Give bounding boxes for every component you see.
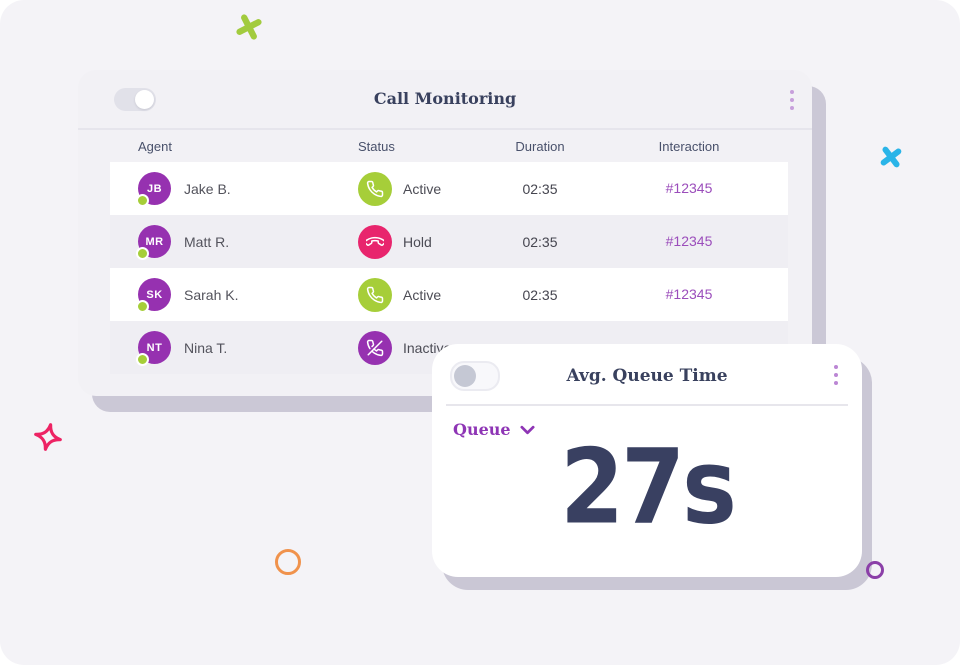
call-monitoring-title: Call Monitoring	[373, 89, 517, 108]
phone-hold-icon	[358, 224, 392, 259]
avatar-initials: SK	[146, 288, 163, 301]
avatar: JB	[136, 172, 171, 207]
status-label: Hold	[403, 233, 432, 250]
chevron-down-icon	[520, 425, 535, 434]
phone-inactive-icon	[358, 330, 392, 365]
queue-time-value: 27s	[560, 427, 737, 548]
interaction-link[interactable]: #12345	[665, 285, 713, 302]
avatar: SK	[136, 278, 171, 313]
interaction-link[interactable]: #12345	[665, 232, 713, 249]
duration-value: 02:35	[522, 286, 558, 303]
agent-name: Nina T.	[184, 339, 228, 356]
phone-active-icon	[358, 277, 392, 312]
interaction-link[interactable]: #12345	[665, 179, 713, 196]
queue-dropdown-label: Queue	[453, 420, 511, 439]
avatar-initials: NT	[146, 341, 163, 354]
kebab-menu-icon[interactable]	[790, 90, 794, 110]
kebab-menu-icon[interactable]	[834, 365, 838, 385]
call-monitoring-card: Call Monitoring Agent Status Duration In…	[78, 70, 812, 396]
call-monitoring-header: Call Monitoring	[78, 70, 812, 128]
toggle-knob	[135, 90, 154, 109]
column-header-duration: Duration	[515, 138, 565, 154]
column-header-status: Status	[358, 138, 395, 154]
green-x-icon	[236, 14, 262, 40]
agent-table: JB Jake B. Active 02:35 #12345 MR Matt R…	[110, 162, 788, 374]
avatar-initials: MR	[145, 235, 164, 248]
presence-dot	[136, 300, 149, 313]
status-label: Active	[403, 286, 442, 303]
orange-ring-icon	[275, 549, 301, 575]
queue-card-header: Avg. Queue Time	[432, 344, 862, 404]
header-divider	[446, 404, 848, 406]
queue-card-toggle[interactable]	[450, 361, 500, 391]
table-row: JB Jake B. Active 02:35 #12345	[110, 162, 788, 215]
purple-ring-icon	[866, 561, 884, 579]
call-monitoring-toggle[interactable]	[114, 88, 156, 111]
table-row: MR Matt R. Hold 02:35 #12345	[110, 215, 788, 268]
table-row: SK Sarah K. Active 02:35 #12345	[110, 268, 788, 321]
queue-card-body: Queue 27s	[432, 406, 862, 575]
table-header: Agent Status Duration Interaction	[110, 130, 788, 162]
queue-card-title: Avg. Queue Time	[566, 366, 728, 386]
agent-name: Jake B.	[184, 180, 231, 197]
column-header-agent: Agent	[138, 138, 172, 154]
queue-dropdown[interactable]: Queue	[453, 420, 535, 439]
agent-name: Matt R.	[184, 233, 230, 250]
avatar: MR	[136, 225, 171, 260]
pink-star-icon	[34, 423, 62, 451]
status-label: Active	[403, 180, 442, 197]
agent-name: Sarah K.	[184, 286, 239, 303]
toggle-knob	[454, 365, 476, 387]
avatar: NT	[136, 331, 171, 366]
presence-dot	[136, 247, 149, 260]
phone-active-icon	[358, 171, 392, 206]
avatar-initials: JB	[146, 182, 163, 195]
header-divider	[78, 128, 812, 130]
duration-value: 02:35	[522, 180, 558, 197]
presence-dot	[136, 194, 149, 207]
avg-queue-time-card: Avg. Queue Time Queue 27s	[432, 344, 862, 577]
column-header-interaction: Interaction	[658, 138, 720, 154]
blue-x-icon	[880, 146, 902, 168]
duration-value: 02:35	[522, 233, 558, 250]
presence-dot	[136, 353, 149, 366]
